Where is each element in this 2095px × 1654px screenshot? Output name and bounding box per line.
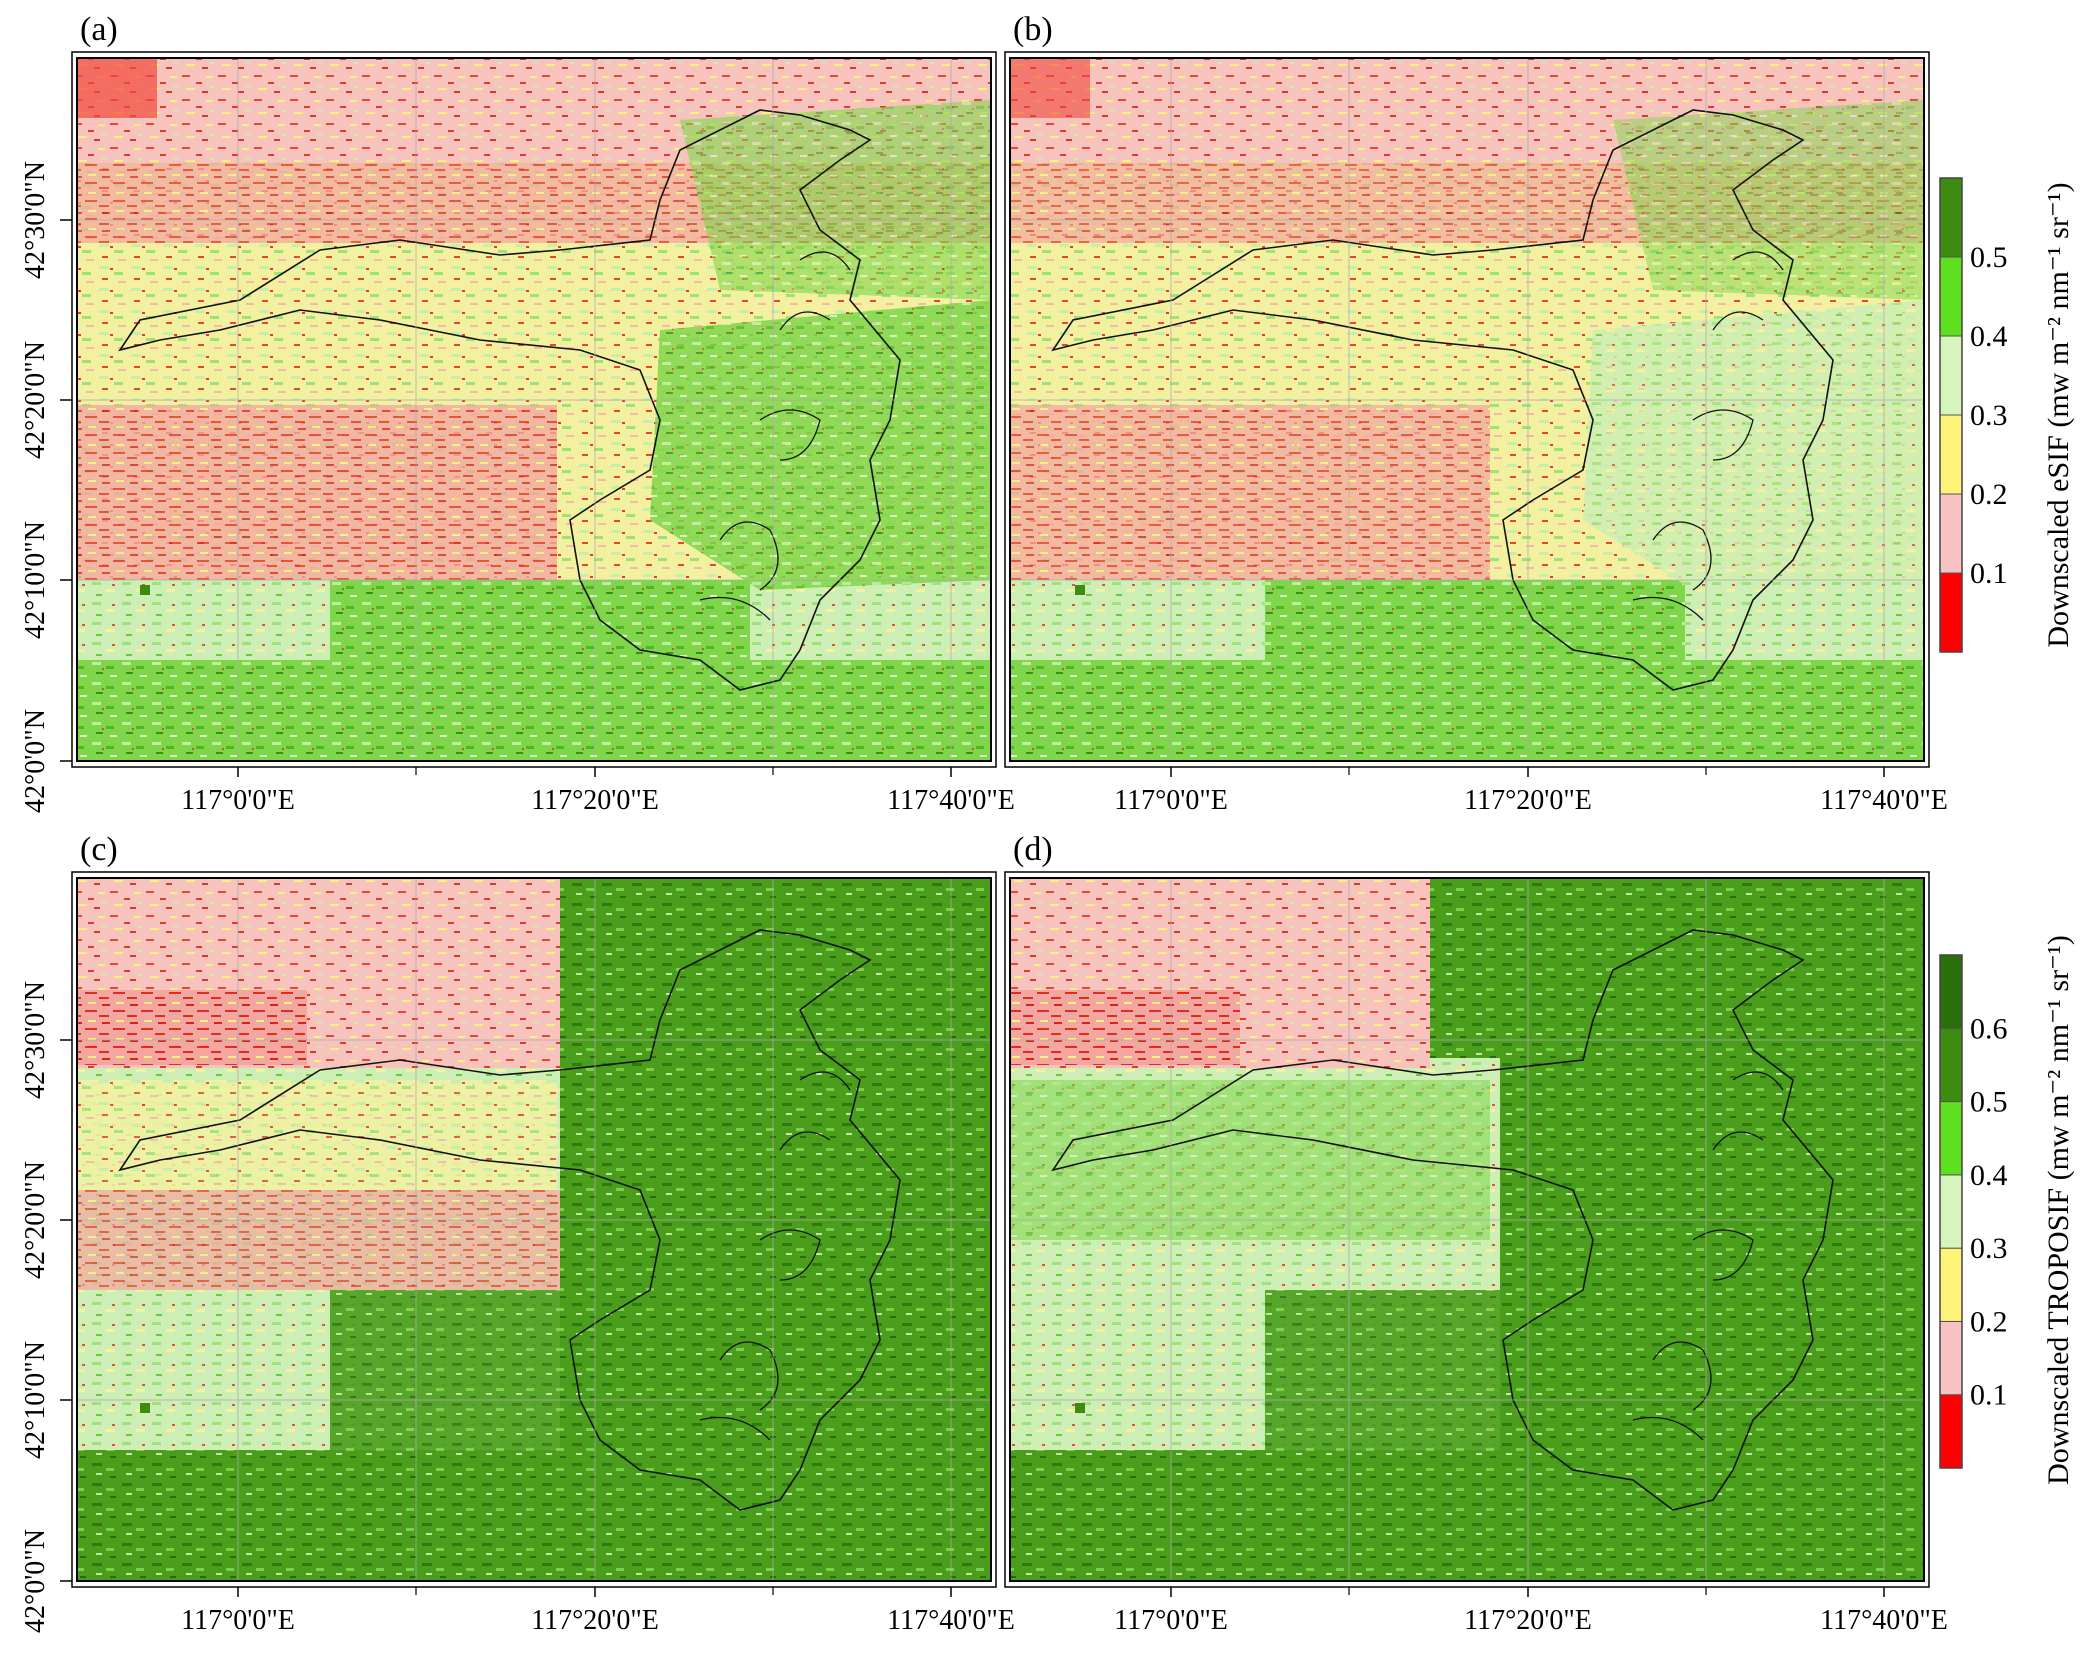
- lon-tick-label: 117°40'0"E: [1820, 785, 1948, 816]
- panel-c-graticule: [77, 878, 991, 1581]
- legend-swatch: [1939, 1101, 1963, 1176]
- legend-swatch: [1939, 1247, 1963, 1322]
- axis-ticks: 42°0'0"N 42°10'0"N 42°20'0"N 42°30'0"N 42°0'…: [20, 161, 1948, 1636]
- panel-b-graticule: [1010, 58, 1924, 761]
- legend-label: 0.2: [1970, 1305, 2008, 1338]
- lon-tick-label: 117°20'0"E: [1464, 785, 1592, 816]
- lat-tick-label: 42°10'0"N: [20, 1341, 51, 1459]
- legend-title: Downscaled TROPOSIF (mw m⁻² nm⁻¹ sr⁻¹): [2042, 935, 2075, 1485]
- legend-title: Downscaled eSIF (mw m⁻² nm⁻¹ sr⁻¹): [2042, 182, 2075, 647]
- legend-swatch: [1939, 1394, 1963, 1469]
- legend-label: 0.6: [1970, 1012, 2008, 1045]
- legend-swatch: [1939, 493, 1963, 574]
- legend-label: 0.1: [1970, 557, 2008, 590]
- legend-swatch: [1939, 1320, 1963, 1396]
- legend-swatch: [1939, 335, 1963, 416]
- panel-a-graticule: [77, 58, 991, 761]
- panel-d-graticule: [1010, 878, 1924, 1581]
- lat-tick-label: 42°0'0"N: [20, 709, 51, 813]
- lon-tick-label: 117°40'0"E: [1820, 1605, 1948, 1636]
- panel-b-frame: [1009, 57, 1925, 762]
- panel-b-raster: [1010, 58, 1924, 761]
- panel-c-boundary: [118, 929, 901, 1511]
- panel-c-raster: [77, 878, 991, 1581]
- lat-tick-label: 42°0'0"N: [20, 1529, 51, 1633]
- lon-tick-label: 117°0'0"E: [181, 1605, 295, 1636]
- legend-label: 0.5: [1970, 241, 2008, 274]
- legend-swatch: [1939, 414, 1963, 495]
- lon-tick-label: 117°20'0"E: [531, 1605, 659, 1636]
- lon-tick-label: 117°0'0"E: [1114, 1605, 1228, 1636]
- legend-label: 0.2: [1970, 478, 2008, 511]
- lon-tick-label: 117°0'0"E: [1114, 785, 1228, 816]
- legend-swatch: [1939, 1174, 1963, 1249]
- lon-tick-label: 117°20'0"E: [531, 785, 659, 816]
- panel-b-label: (b): [1013, 11, 1053, 48]
- legend-label: 0.3: [1970, 399, 2008, 432]
- legend-swatch: [1939, 572, 1963, 653]
- panel-c: (c): [71, 831, 997, 1588]
- panel-a: (a): [71, 11, 997, 768]
- panel-a-boundary: [118, 109, 901, 691]
- legend-label: 0.1: [1970, 1379, 2008, 1412]
- legend-swatch: [1939, 954, 1963, 1029]
- lat-tick-label: 42°20'0"N: [20, 1161, 51, 1279]
- legend-troposif: 0.1 0.2 0.3 0.4 0.5 0.6 Downscaled TROPOSIF (m…: [1939, 935, 2075, 1485]
- lat-tick-label: 42°20'0"N: [20, 341, 51, 459]
- lon-tick-label: 117°40'0"E: [887, 785, 1015, 816]
- legend-swatch: [1939, 256, 1963, 337]
- legend-label: 0.5: [1970, 1086, 2008, 1119]
- legend-swatch: [1939, 177, 1963, 258]
- panel-c-label: (c): [80, 831, 118, 868]
- legend-label: 0.4: [1970, 320, 2008, 353]
- legend-label: 0.3: [1970, 1232, 2008, 1265]
- panel-d-frame: [1009, 877, 1925, 1582]
- panel-a-label: (a): [80, 11, 118, 48]
- legend-label: 0.4: [1970, 1159, 2008, 1192]
- panel-d-boundary: [1051, 929, 1834, 1511]
- panel-a-raster: [77, 58, 991, 761]
- panel-b: (b): [1004, 11, 1930, 768]
- legends: 0.1 0.2 0.3 0.4 0.5 Downscaled eSIF (mw m⁻² n…: [1939, 177, 2075, 1485]
- lon-tick-label: 117°0'0"E: [181, 785, 295, 816]
- panel-d-raster: [1010, 878, 1924, 1581]
- panel-b-boundary: [1051, 109, 1834, 691]
- legend-esif: 0.1 0.2 0.3 0.4 0.5 Downscaled eSIF (mw m⁻² n…: [1939, 177, 2075, 653]
- lat-tick-label: 42°10'0"N: [20, 521, 51, 639]
- lat-tick-label: 42°30'0"N: [20, 981, 51, 1099]
- legend-swatch: [1939, 1027, 1963, 1103]
- lon-tick-label: 117°20'0"E: [1464, 1605, 1592, 1636]
- panel-d-label: (d): [1013, 831, 1053, 868]
- lat-tick-label: 42°30'0"N: [20, 161, 51, 279]
- lon-tick-label: 117°40'0"E: [887, 1605, 1015, 1636]
- panel-a-frame: [76, 57, 992, 762]
- panel-d: (d): [1004, 831, 1930, 1588]
- panel-c-frame: [76, 877, 992, 1582]
